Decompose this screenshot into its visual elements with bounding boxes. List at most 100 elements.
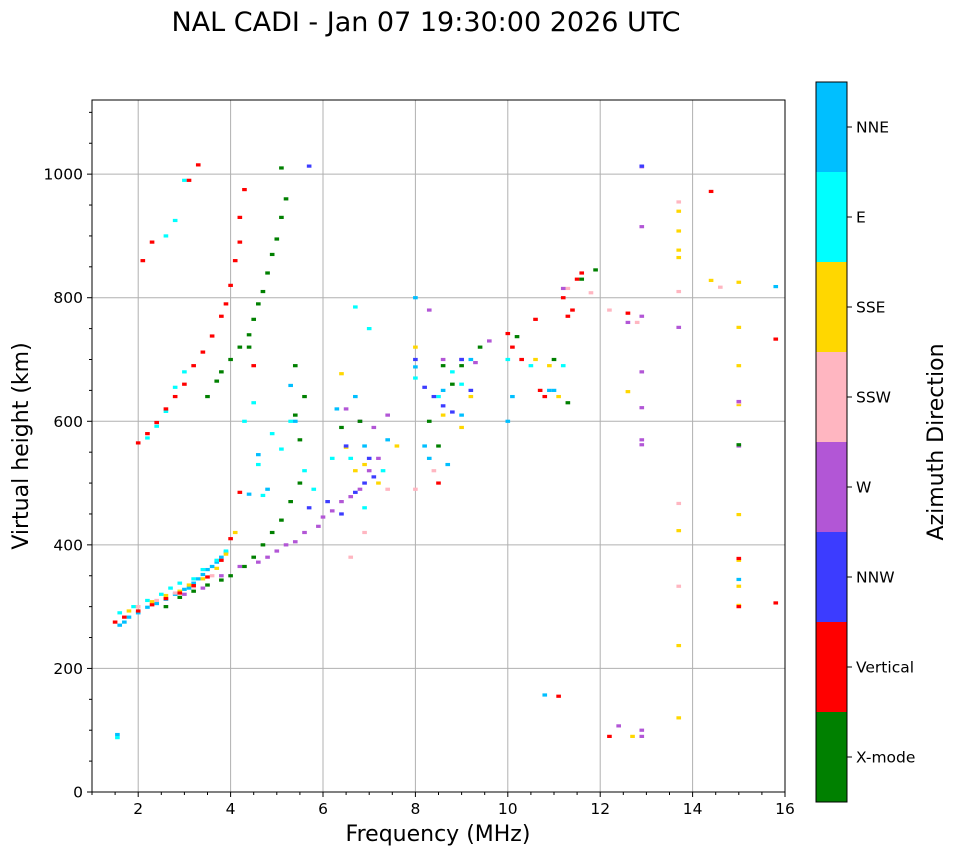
data-point — [537, 388, 543, 392]
data-point — [182, 382, 187, 386]
data-point — [269, 432, 275, 436]
data-point — [528, 364, 534, 368]
data-point — [380, 469, 386, 473]
data-point — [588, 291, 594, 295]
data-point — [394, 444, 400, 448]
data-point — [195, 163, 201, 167]
data-point — [366, 469, 372, 473]
data-point — [718, 285, 723, 289]
data-point — [625, 311, 631, 315]
data-point — [579, 271, 585, 275]
data-point — [186, 586, 192, 590]
data-point — [117, 623, 123, 627]
data-point — [334, 407, 340, 411]
colorbar-tick-label: Vertical — [856, 659, 914, 677]
data-point — [736, 403, 742, 407]
data-point — [450, 410, 455, 414]
data-point — [177, 581, 183, 585]
series-vertical — [112, 163, 779, 738]
data-point — [182, 592, 187, 596]
data-point — [256, 453, 261, 457]
data-point — [366, 456, 372, 460]
data-point — [135, 609, 141, 613]
data-point — [223, 549, 229, 553]
data-point — [676, 229, 682, 233]
data-point — [353, 469, 358, 473]
data-point — [625, 320, 631, 325]
x-tick-label: 8 — [410, 800, 420, 818]
data-point — [708, 278, 714, 283]
data-point — [339, 372, 344, 376]
data-point — [115, 736, 120, 740]
data-point — [316, 524, 321, 528]
data-point — [574, 277, 580, 281]
data-point — [209, 574, 215, 578]
data-point — [219, 555, 224, 559]
data-point — [288, 500, 293, 504]
colorbar-label: Azimuth Direction — [924, 343, 949, 540]
data-point — [676, 255, 682, 260]
data-point — [362, 506, 367, 510]
data-point — [329, 509, 335, 513]
data-point — [237, 215, 243, 219]
data-point — [676, 643, 682, 648]
data-point — [191, 364, 196, 368]
data-point — [440, 404, 446, 408]
data-point — [200, 572, 206, 577]
data-point — [246, 333, 252, 337]
data-point — [736, 558, 742, 562]
x-tick-label: 16 — [775, 800, 795, 818]
data-point — [639, 728, 645, 732]
series-nnw — [306, 164, 645, 516]
data-point — [232, 259, 238, 263]
data-point — [288, 419, 293, 423]
y-tick-label: 600 — [53, 413, 83, 431]
data-point — [191, 584, 196, 588]
grid-layer — [92, 100, 786, 793]
data-point — [565, 286, 571, 291]
data-point — [135, 605, 141, 609]
data-point — [135, 611, 141, 615]
data-point — [343, 407, 349, 411]
data-point — [473, 360, 478, 365]
data-point — [736, 325, 742, 329]
data-point — [191, 589, 196, 593]
data-point — [145, 436, 150, 440]
data-point — [607, 308, 612, 312]
data-point — [736, 280, 742, 284]
data-point — [708, 189, 714, 194]
data-point — [736, 605, 742, 609]
data-point — [306, 506, 312, 510]
data-point — [154, 424, 159, 428]
data-point — [186, 178, 192, 182]
data-point — [413, 365, 418, 369]
x-tick-label: 4 — [226, 800, 236, 818]
data-point — [371, 475, 377, 479]
data-point — [205, 394, 210, 399]
colorbar-segment — [816, 262, 847, 352]
series-ssw — [135, 200, 742, 609]
data-point — [459, 413, 464, 417]
data-point — [339, 500, 344, 504]
data-point — [468, 388, 474, 392]
data-point — [339, 425, 344, 430]
data-point — [736, 584, 742, 588]
data-point — [246, 345, 252, 349]
x-tick-label: 10 — [498, 800, 518, 818]
series-e — [115, 178, 566, 740]
data-point — [112, 620, 118, 624]
data-point — [214, 566, 220, 570]
data-point — [510, 394, 515, 399]
data-point — [736, 556, 742, 561]
data-point — [205, 575, 210, 579]
data-point — [773, 284, 779, 289]
data-point — [265, 555, 270, 559]
data-point — [237, 240, 243, 244]
data-point — [126, 609, 132, 613]
data-point — [182, 587, 187, 591]
y-axis-label: Virtual height (km) — [9, 342, 34, 549]
series-w — [182, 165, 742, 738]
data-point — [676, 289, 682, 294]
data-point — [279, 215, 284, 219]
